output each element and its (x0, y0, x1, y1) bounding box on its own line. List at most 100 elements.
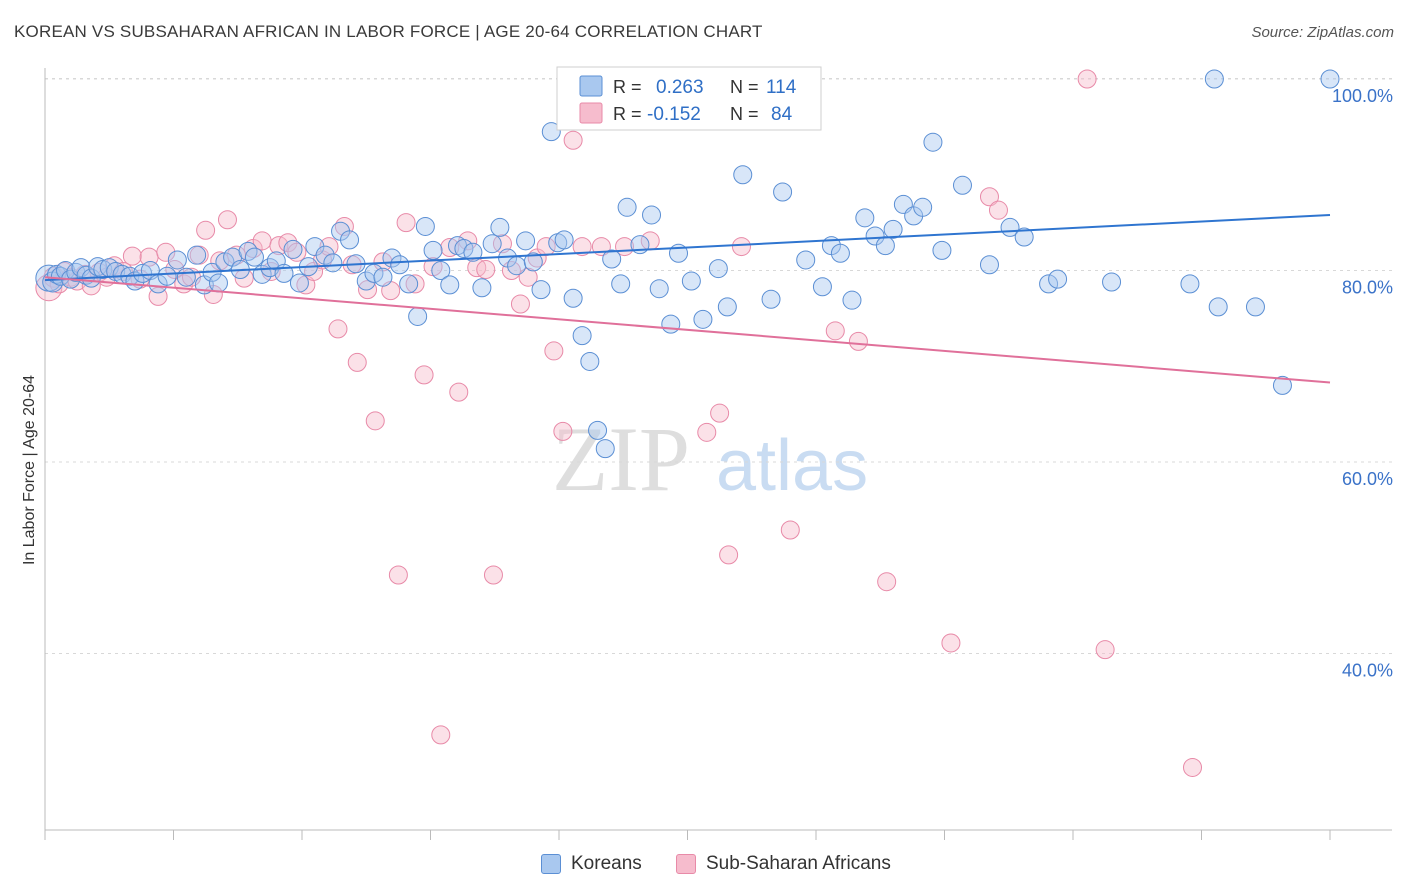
data-point-sub-saharan-african (553, 421, 573, 441)
data-point-korean (244, 247, 264, 267)
legend-label-koreans: Koreans (571, 853, 642, 874)
data-point-korean (642, 205, 662, 225)
data-point-sub-saharan-african (572, 237, 592, 257)
data-point-korean (1272, 375, 1292, 395)
koreans-n-value: 114 (766, 77, 797, 98)
africans-n-label: N = (730, 104, 759, 124)
stats-legend: R = 0.263 N = 114 R = -0.152 N = 84 (556, 66, 822, 131)
data-point-korean (507, 256, 527, 276)
data-point-sub-saharan-african (287, 242, 307, 262)
data-point-korean (373, 267, 393, 287)
data-point-sub-saharan-african (440, 238, 460, 258)
data-point-korean (865, 226, 885, 246)
data-point-sub-saharan-african (780, 520, 800, 540)
data-point-korean (399, 274, 419, 294)
source-credit: Source: ZipAtlas.com (1251, 24, 1394, 41)
data-point-sub-saharan-african (563, 130, 583, 150)
y-tick-label: 60.0% (1342, 469, 1393, 489)
y-tick-label: 100.0% (1332, 86, 1393, 106)
legend-swatch-koreans (541, 854, 561, 874)
data-point-korean (923, 132, 943, 152)
legend-item-koreans[interactable]: Koreans (541, 853, 642, 875)
data-point-korean (913, 197, 933, 217)
data-point-korean (717, 297, 737, 317)
data-point-korean (176, 267, 196, 287)
data-point-korean (830, 243, 850, 263)
gridlines (45, 78, 1392, 654)
tick-labels: 40.0%60.0%80.0%100.0%0.0%100.0% (1332, 86, 1393, 681)
data-point-sub-saharan-african (988, 200, 1008, 220)
data-point-korean (796, 250, 816, 270)
data-point-korean (952, 175, 972, 195)
data-point-korean (875, 236, 895, 256)
data-point-korean (390, 255, 410, 275)
data-point-korean (1208, 297, 1228, 317)
legend-swatch-sub-saharan-africans (676, 854, 696, 874)
data-point-sub-saharan-african (848, 331, 868, 351)
data-point-korean (554, 230, 574, 250)
data-point-sub-saharan-african (449, 382, 469, 402)
series-sub-saharan-africans (35, 69, 1203, 777)
data-point-korean (289, 273, 309, 293)
data-point-korean (708, 259, 728, 279)
data-point-korean (572, 326, 592, 346)
data-point-korean (541, 122, 561, 142)
data-point-sub-saharan-african (405, 274, 425, 294)
data-point-korean (340, 230, 360, 250)
data-point-korean (408, 306, 428, 326)
data-point-korean (932, 240, 952, 260)
data-point-sub-saharan-african (156, 242, 176, 262)
trend-line-sub-saharan-africans (44, 276, 1331, 384)
data-point-sub-saharan-african (431, 725, 451, 745)
data-point-korean (1102, 272, 1122, 292)
data-point-korean (1039, 274, 1059, 294)
data-point-sub-saharan-african (210, 251, 230, 271)
data-point-korean (588, 420, 608, 440)
data-point-korean (1204, 69, 1224, 89)
data-point-korean (761, 289, 781, 309)
data-point-sub-saharan-african (196, 220, 216, 240)
data-point-sub-saharan-african (877, 572, 897, 592)
africans-r-value: -0.152 (647, 104, 701, 125)
data-point-korean (415, 216, 435, 236)
data-point-korean (580, 351, 600, 371)
y-tick-label: 80.0% (1342, 278, 1393, 298)
legend-item-sub-saharan-africans[interactable]: Sub-Saharan Africans (676, 853, 891, 875)
bottom-legend: Koreans Sub-Saharan Africans (0, 850, 1406, 880)
data-point-korean (617, 197, 637, 217)
koreans-r-value: 0.263 (656, 77, 704, 98)
data-point-korean (523, 252, 543, 272)
data-point-korean (661, 314, 681, 334)
africans-r-label: R = (613, 104, 642, 124)
data-point-korean (979, 255, 999, 275)
data-point-sub-saharan-african (347, 352, 367, 372)
data-point-korean (208, 273, 228, 293)
data-point-korean (1180, 274, 1200, 294)
data-point-korean (283, 239, 303, 259)
data-point-sub-saharan-african (1095, 640, 1115, 660)
data-point-korean (440, 275, 460, 295)
data-point-korean (773, 182, 793, 202)
data-point-sub-saharan-african (544, 341, 564, 361)
data-point-korean (842, 290, 862, 310)
data-point-sub-saharan-african (518, 267, 538, 287)
data-point-sub-saharan-african (1077, 69, 1097, 89)
watermark-zip: ZIP (552, 408, 690, 510)
data-point-korean (595, 439, 615, 459)
data-point-korean (315, 245, 335, 265)
data-point-korean (563, 288, 583, 308)
data-point-korean (681, 271, 701, 291)
data-point-sub-saharan-african (979, 187, 999, 207)
koreans-swatch (579, 75, 603, 97)
data-point-korean (323, 253, 343, 273)
data-point-korean (167, 250, 187, 270)
data-point-korean (490, 217, 510, 237)
data-point-korean (463, 242, 483, 262)
data-point-korean (482, 234, 502, 254)
data-point-korean (1014, 227, 1034, 247)
data-point-korean (423, 240, 443, 260)
data-point-korean (1320, 69, 1340, 89)
chart-title: KOREAN VS SUBSAHARAN AFRICAN IN LABOR FO… (14, 22, 763, 41)
data-point-korean (157, 266, 177, 286)
data-point-korean (431, 261, 451, 280)
